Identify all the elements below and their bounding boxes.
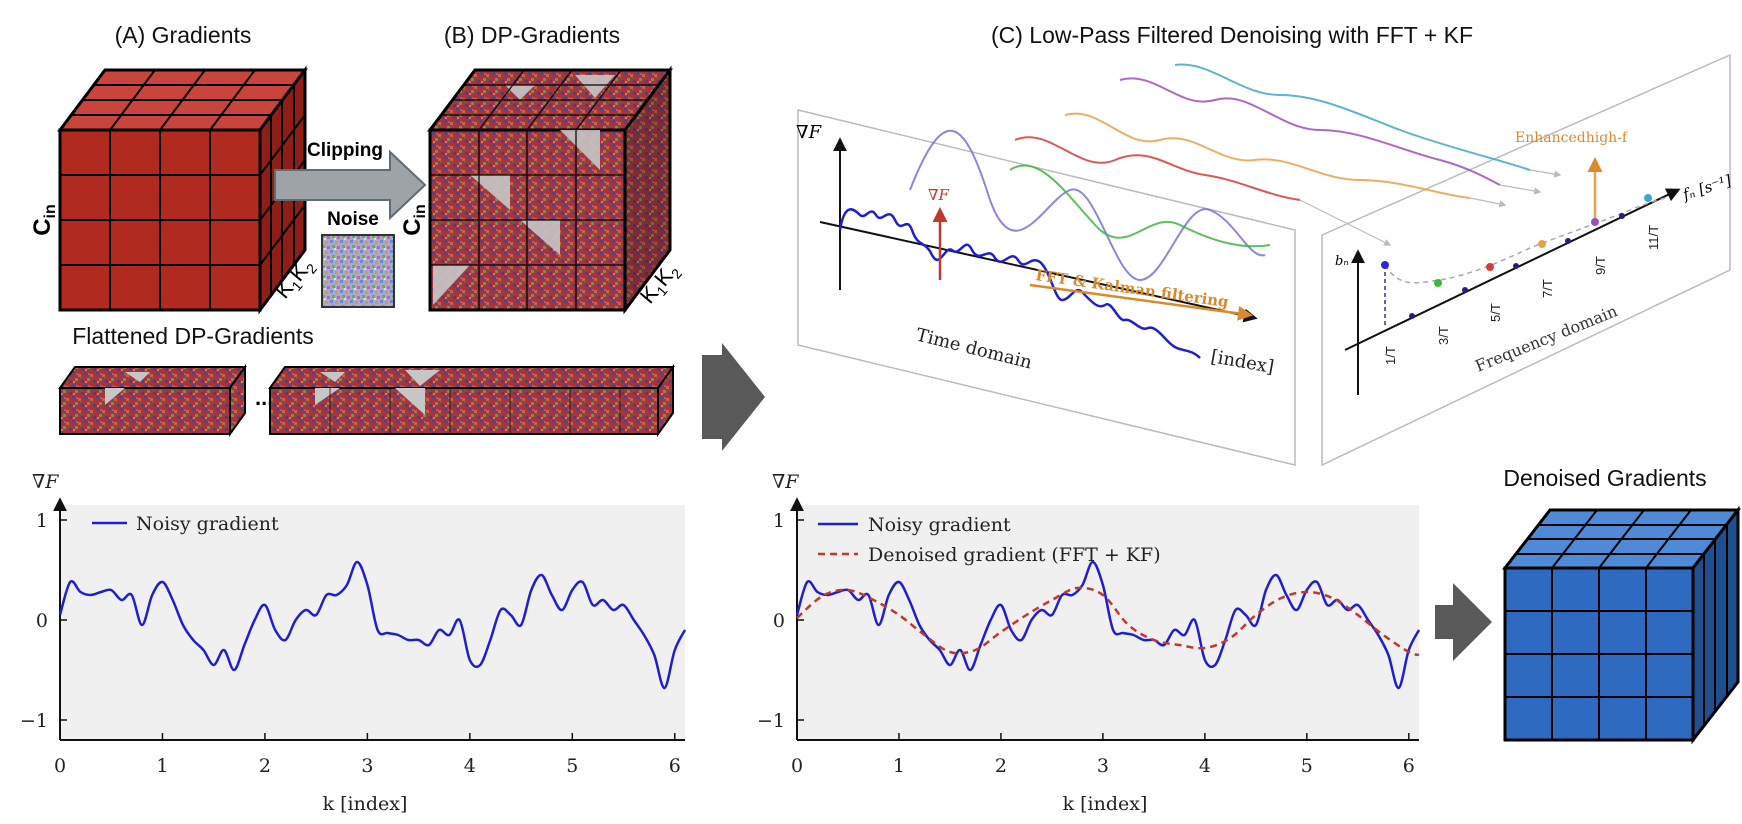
frequency-dots	[1381, 194, 1652, 319]
x-tick-label: 3	[361, 755, 373, 777]
dp-gradients-cube	[427, 65, 673, 315]
freq-b-label: bₙ	[1335, 254, 1349, 269]
noise-square	[321, 234, 395, 308]
gradients-cube	[57, 65, 308, 315]
y-tick-label: 0	[773, 610, 785, 632]
x-tick-label: 0	[791, 755, 803, 777]
freq-tick-label: 1/T	[1383, 346, 1398, 365]
freq-tick-label: 7/T	[1540, 279, 1555, 298]
y-tick-label: −1	[20, 710, 48, 732]
x-tick-label: 4	[464, 755, 476, 777]
panel-c-title: (C) Low-Pass Filtered Denoising with FFT…	[991, 22, 1473, 48]
noisy-gradient-chart: ∇F k [index] 0 1 2 3 4 5 6 1 0 −1 Noisy gradient	[20, 471, 687, 815]
freq-tick-label: 3/T	[1436, 326, 1451, 345]
clipping-label: Clipping	[307, 140, 383, 161]
series-line-noisy-gradient	[58, 560, 687, 690]
cube-b-k-label: K1K2	[635, 258, 685, 311]
y-tick-label: 1	[36, 510, 48, 532]
y-tick-label: 1	[773, 510, 785, 532]
x-tick-label: 6	[1403, 755, 1415, 777]
domain-illustration	[797, 53, 1731, 467]
grad-arrow-label: ∇F	[928, 186, 949, 204]
sine-component-purple	[1119, 77, 1501, 186]
x-tick-label: 3	[1097, 755, 1109, 777]
flattened-block-long	[268, 363, 675, 438]
cube-b-c-in-label: Cin	[399, 204, 429, 236]
frequency-tick-labels: 1/T 3/T 5/T 7/T 9/T 11/T	[1383, 225, 1661, 365]
flattened-block-short	[58, 363, 247, 438]
panel-b-title: (B) DP-Gradients	[444, 22, 620, 48]
pipeline-arrow-1	[702, 343, 765, 451]
chart-1-xlabel: k [index]	[323, 793, 408, 815]
freq-tick-label: 5/T	[1488, 303, 1503, 322]
x-tick-label: 2	[995, 755, 1007, 777]
chart-2-legend-noisy-label: Noisy gradient	[868, 514, 1011, 536]
chart-2-ylabel: ∇F	[772, 471, 799, 493]
x-tick-label: 5	[566, 755, 578, 777]
noise-label: Noise	[327, 209, 379, 230]
chart-2-plot-area	[797, 505, 1419, 740]
x-tick-label: 4	[1199, 755, 1211, 777]
x-tick-label: 5	[1301, 755, 1313, 777]
sine-component-red	[1014, 136, 1301, 201]
denoised-title: Denoised Gradients	[1503, 465, 1706, 491]
pipeline-arrow-2	[1435, 583, 1492, 661]
flattened-title: Flattened DP-Gradients	[72, 323, 314, 349]
series-line-noisy-gradient	[795, 560, 1421, 690]
chart-2-xlabel: k [index]	[1063, 793, 1148, 815]
x-tick-label: 2	[259, 755, 271, 777]
time-domain-noisy-signal	[838, 208, 1201, 359]
time-y-label: ∇F	[796, 122, 823, 143]
panel-a-title: (A) Gradients	[115, 22, 252, 48]
x-tick-label: 6	[669, 755, 681, 777]
x-tick-label: 1	[156, 755, 168, 777]
flattened-ellipsis: ...	[255, 385, 273, 410]
chart-1-plot-area	[60, 505, 685, 740]
x-tick-label: 0	[54, 755, 66, 777]
cube-a-c-in-label: Cin	[29, 204, 59, 236]
y-tick-label: 0	[36, 610, 48, 632]
chart-1-ylabel: ∇F	[32, 471, 59, 493]
freq-tick-label: 9/T	[1593, 256, 1608, 275]
series-line-denoised-gradient-fft-kf	[796, 586, 1420, 657]
enhanced-label: Enhancedhigh-f	[1515, 130, 1629, 146]
chart-1-legend-label: Noisy gradient	[136, 513, 279, 535]
y-tick-label: −1	[757, 710, 785, 732]
chart-2-legend-denoised-label: Denoised gradient (FFT + KF)	[868, 544, 1161, 566]
clipping-arrow	[274, 149, 427, 221]
x-tick-label: 1	[893, 755, 905, 777]
frequency-domain-plane	[1321, 53, 1731, 467]
sine-component-blue	[909, 129, 1266, 282]
denoised-gradients-cube	[1501, 505, 1742, 745]
sine-component-orange	[1064, 112, 1471, 199]
fft-arrow	[1029, 283, 1253, 321]
sine-component-green	[1009, 164, 1271, 248]
sine-component-cyan	[1174, 63, 1531, 171]
freq-tick-label: 11/T	[1646, 225, 1661, 250]
denoised-gradient-chart: ∇F k [index] 0 1 2 3 4 5 6 1 0 −1 Noisy gradient…	[757, 471, 1421, 815]
